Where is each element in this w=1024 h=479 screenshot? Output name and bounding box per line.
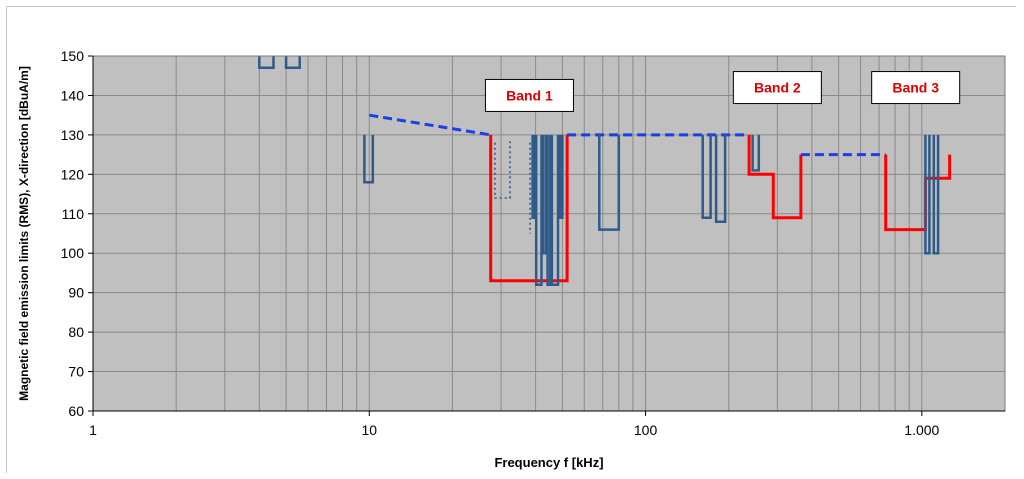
blue-limit-line xyxy=(541,134,548,255)
y-tick-label: 60 xyxy=(68,403,84,419)
x-tick-label: 100 xyxy=(634,422,658,438)
blue-limit-line xyxy=(558,134,564,219)
x-tick-label: 10 xyxy=(361,422,377,438)
blue-limit-line xyxy=(932,134,940,255)
band-annotations: Band 1 Band 2 Band 3 xyxy=(484,71,961,112)
blue-limit-line xyxy=(550,134,560,287)
blue-limit-line xyxy=(363,134,375,184)
blue-limit-line xyxy=(701,134,712,219)
blue-limit-line xyxy=(546,134,552,287)
red-limit-line xyxy=(747,134,803,220)
blue-limit-line xyxy=(284,56,301,70)
blue-limit-line xyxy=(751,134,761,172)
band-label: Band 3 xyxy=(892,80,939,96)
band-label: Band 1 xyxy=(506,87,553,103)
blue-limit-line xyxy=(258,56,275,70)
blue-limit-line xyxy=(924,134,931,255)
blue-dashed-limit-line xyxy=(369,113,491,137)
y-tick-label: 100 xyxy=(61,245,85,261)
y-tick-label: 90 xyxy=(68,285,84,301)
plot-area xyxy=(93,56,1005,411)
y-tick-label: 130 xyxy=(61,127,85,143)
y-axis-title: Magnetic field emission limits (RMS), X-… xyxy=(17,66,31,401)
red-limit-line xyxy=(489,134,569,283)
band-label-box xyxy=(871,71,961,105)
y-tick-label: 150 xyxy=(61,48,85,64)
blue-limit-line xyxy=(598,134,621,231)
y-tick-label: 70 xyxy=(68,364,84,380)
x-axis-title: Frequency f [kHz] xyxy=(494,455,603,470)
band-label: Band 2 xyxy=(754,80,801,96)
band-label-box xyxy=(732,71,822,105)
blue-limit-line xyxy=(531,134,536,219)
x-tick-label: 1.000 xyxy=(904,422,939,438)
y-tick-label: 110 xyxy=(62,206,85,222)
y-tick-label: 80 xyxy=(68,324,84,340)
blue-limit-line xyxy=(714,134,727,223)
x-tick-label: 1 xyxy=(89,422,97,438)
band-label-box xyxy=(484,78,574,112)
y-tick-label: 120 xyxy=(61,166,85,182)
y-tick-label: 140 xyxy=(61,87,85,103)
data-series xyxy=(258,56,952,287)
blue-limit-line xyxy=(534,134,543,287)
chart-frame xyxy=(6,6,1016,473)
